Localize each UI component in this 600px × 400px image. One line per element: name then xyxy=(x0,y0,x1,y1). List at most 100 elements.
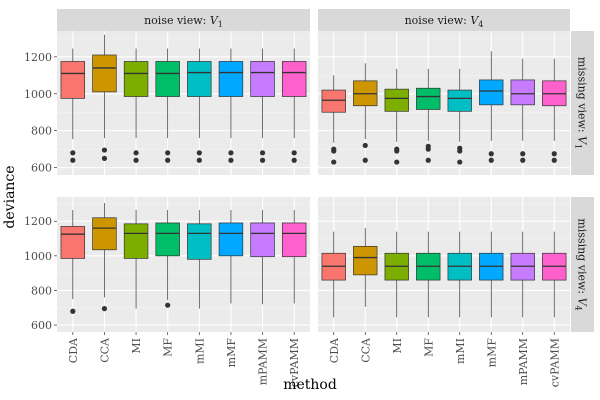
outlier-point xyxy=(165,150,171,156)
x-tick-label: mMF xyxy=(225,338,238,368)
box xyxy=(155,61,180,97)
boxplot-mMF xyxy=(479,51,504,163)
box xyxy=(321,89,346,113)
facet-row-label: missing view: V1 xyxy=(574,57,589,149)
outlier-point xyxy=(457,148,463,154)
outlier-point xyxy=(101,155,108,161)
boxplot-mMI xyxy=(447,231,472,318)
outlier-point xyxy=(394,148,400,154)
boxplot-mMF xyxy=(218,209,244,304)
outlier-point xyxy=(551,157,557,163)
boxplot-mMI xyxy=(187,48,212,163)
outlier-point xyxy=(70,308,76,314)
boxplot-MF xyxy=(416,231,441,318)
panel-background xyxy=(57,197,310,332)
boxplot-MI xyxy=(123,209,149,309)
x-tick-label: MI xyxy=(130,338,143,354)
facet-panel xyxy=(57,197,310,332)
boxplot-cvPAMM xyxy=(542,231,567,318)
x-tick-label: mMI xyxy=(454,338,467,364)
facet-col-label: noise view: V4 xyxy=(405,14,484,29)
outlier-point xyxy=(291,157,297,163)
boxplot-CCA xyxy=(92,203,117,312)
panel-background xyxy=(57,31,310,175)
outlier-point xyxy=(362,142,368,149)
boxplot-CCA xyxy=(353,228,378,307)
outlier-point xyxy=(331,148,337,154)
y-tick-label: 600 xyxy=(31,162,52,175)
outlier-point xyxy=(259,157,266,163)
x-tick-label: mPAMM xyxy=(517,338,530,385)
y-tick-label: 1000 xyxy=(24,250,52,263)
x-tick-label: mPAMM xyxy=(257,338,270,385)
x-tick-label: MI xyxy=(391,338,404,354)
facet-col-strip xyxy=(318,9,570,31)
y-tick-label: 800 xyxy=(31,284,52,297)
box xyxy=(218,222,244,257)
boxplot-cvPAMM xyxy=(542,58,567,163)
box xyxy=(187,61,212,97)
outlier-point xyxy=(520,157,526,163)
boxplot-MI xyxy=(384,231,409,318)
box xyxy=(155,222,180,257)
outlier-point xyxy=(551,151,557,157)
boxplot-mPAMM xyxy=(510,231,535,318)
outlier-point xyxy=(101,306,108,312)
facet-row-strip xyxy=(571,197,594,332)
outlier-point xyxy=(425,157,431,163)
boxplot-mPAMM xyxy=(510,58,535,163)
outlier-point xyxy=(101,147,108,153)
y-tick-label: 1200 xyxy=(24,215,52,228)
outlier-point xyxy=(228,157,234,163)
x-tick-label: MF xyxy=(422,338,435,357)
outlier-point xyxy=(70,150,76,156)
outlier-point xyxy=(488,157,494,163)
outlier-point xyxy=(228,150,234,156)
outlier-point xyxy=(196,157,202,163)
outlier-point xyxy=(425,146,431,152)
boxplot-mPAMM xyxy=(250,209,275,305)
facet-panel xyxy=(318,31,570,175)
boxplot-MI xyxy=(123,48,149,163)
boxplot-CCA xyxy=(92,34,117,161)
boxplot-MF xyxy=(155,48,180,163)
facet-panel xyxy=(57,31,310,175)
boxplot-CDA xyxy=(321,231,346,318)
box xyxy=(353,245,378,276)
outlier-point xyxy=(133,150,139,156)
outlier-point xyxy=(520,151,526,157)
x-tick-label: mMI xyxy=(193,338,206,364)
x-tick-label: cvPAMM xyxy=(288,338,301,387)
y-tick-label: 600 xyxy=(31,319,52,332)
outlier-point xyxy=(70,157,76,163)
facet-col-strip xyxy=(57,9,310,31)
boxplot-MF xyxy=(155,209,180,308)
box xyxy=(479,79,504,106)
y-tick-label: 800 xyxy=(31,125,52,138)
y-axis-title: deviance xyxy=(2,165,18,228)
box xyxy=(281,222,307,258)
outlier-point xyxy=(488,151,494,157)
box xyxy=(123,61,149,97)
boxplot-mPAMM xyxy=(250,48,275,163)
outlier-point xyxy=(165,157,171,163)
box xyxy=(92,54,117,93)
outlier-point xyxy=(196,150,202,156)
facet-row-strip xyxy=(571,31,594,175)
box xyxy=(416,87,441,110)
box xyxy=(384,88,409,112)
box xyxy=(60,226,86,259)
boxplot-CDA xyxy=(60,48,86,163)
y-tick-label: 1200 xyxy=(24,51,52,64)
boxplot-CCA xyxy=(353,63,378,163)
y-tick-label: 1000 xyxy=(24,88,52,101)
box xyxy=(187,223,212,260)
box xyxy=(60,61,86,99)
boxplot-mMI xyxy=(187,209,212,309)
box xyxy=(123,223,149,259)
x-tick-label: CCA xyxy=(359,337,372,363)
x-tick-label: mMF xyxy=(485,338,498,368)
x-tick-label: cvPAMM xyxy=(548,338,561,387)
boxplot-CDA xyxy=(60,209,86,314)
